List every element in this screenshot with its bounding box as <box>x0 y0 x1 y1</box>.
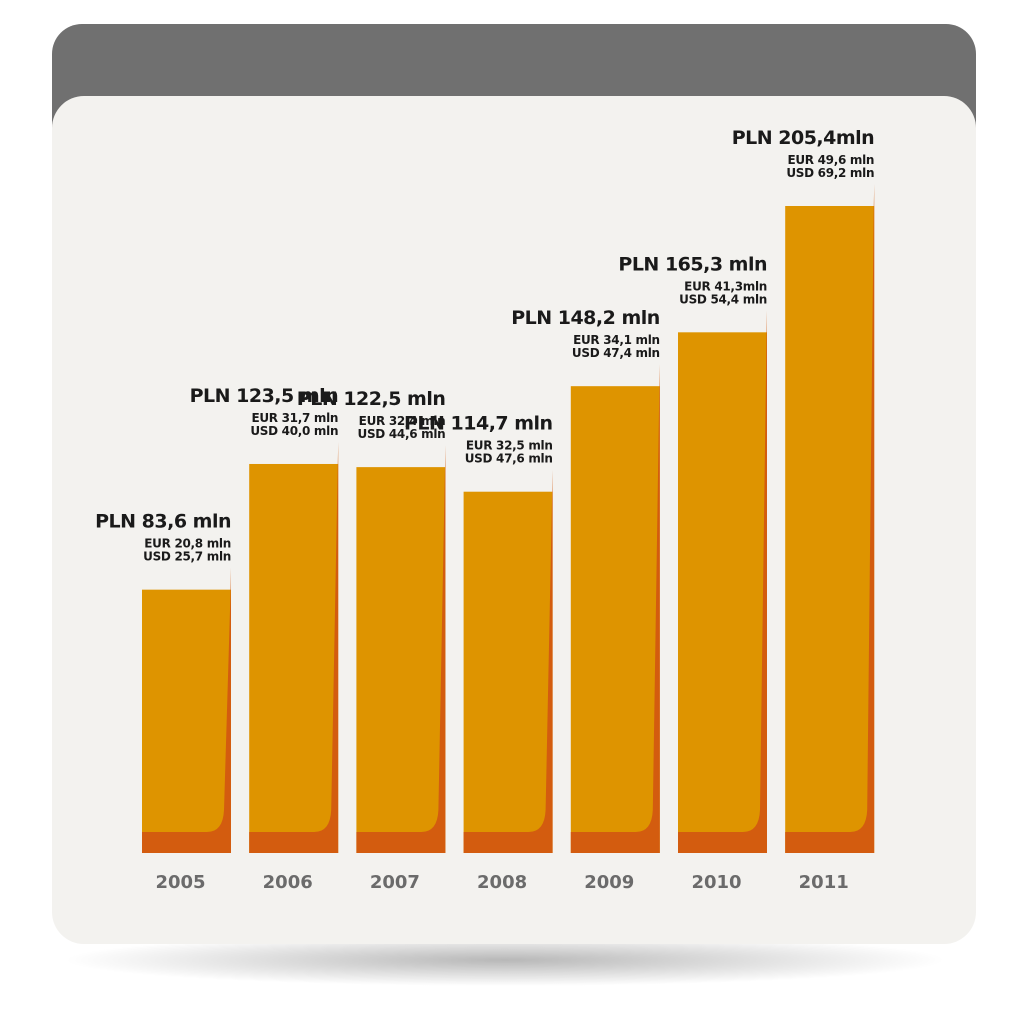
bar-main <box>678 332 767 853</box>
eur-value-label: EUR 41,3mln <box>684 279 767 293</box>
bar-main <box>356 467 446 853</box>
year-tick-label: 2010 <box>691 872 741 893</box>
eur-value-label: EUR 31,7 mln <box>251 411 338 425</box>
pln-value-label: PLN 83,6 mln <box>95 511 231 533</box>
bar-2006 <box>249 441 339 853</box>
bar-main <box>142 589 231 853</box>
bar-main <box>570 386 660 853</box>
bar-2007 <box>356 445 446 853</box>
year-tick-label: 2008 <box>477 872 527 893</box>
year-tick-label: 2007 <box>370 872 420 893</box>
pln-value-label: PLN 148,2 mln <box>511 307 660 329</box>
eur-value-label: EUR 49,6 mln <box>787 153 874 167</box>
bars-layer <box>142 184 875 853</box>
bar-2009 <box>570 364 660 853</box>
eur-value-label: EUR 34,1 mln <box>573 333 660 347</box>
usd-value-label: USD 54,4 mln <box>679 292 767 306</box>
pln-value-label: PLN 122,5 mln <box>297 388 446 410</box>
usd-value-label: USD 44,6 mln <box>358 427 446 441</box>
pln-value-label: PLN 165,3 mln <box>618 253 767 275</box>
eur-value-label: EUR 32,4 mln <box>359 414 446 428</box>
year-tick-label: 2009 <box>584 872 634 893</box>
usd-value-label: USD 40,0 mln <box>250 424 338 438</box>
usd-value-label: USD 69,2 mln <box>786 166 874 180</box>
pln-value-label: PLN 205,4mln <box>732 127 874 149</box>
year-axis: 2005 2006 2007 2008 2009 2010 2011 <box>155 872 848 893</box>
year-tick-label: 2006 <box>263 872 313 893</box>
pln-value-label: PLN 123,5 mln <box>190 385 339 407</box>
panel-shadow <box>65 934 945 986</box>
bar-main <box>463 491 553 853</box>
usd-value-label: USD 25,7 mln <box>143 550 231 564</box>
bar-2011 <box>785 184 875 853</box>
bar-main <box>249 463 339 853</box>
eur-value-label: EUR 20,8 mln <box>144 537 231 551</box>
bar-2008 <box>463 469 553 853</box>
usd-value-label: USD 47,6 mln <box>465 452 553 466</box>
bar-shade <box>142 567 231 853</box>
bar-2005 <box>142 567 231 853</box>
usd-value-label: USD 47,4 mln <box>572 346 660 360</box>
pln-value-label: PLN 114,7 mln <box>404 413 553 435</box>
bar-main <box>785 206 875 853</box>
year-tick-label: 2005 <box>155 872 205 893</box>
eur-value-label: EUR 32,5 mln <box>466 439 553 453</box>
year-tick-label: 2011 <box>799 872 849 893</box>
bar-2010 <box>678 310 767 853</box>
